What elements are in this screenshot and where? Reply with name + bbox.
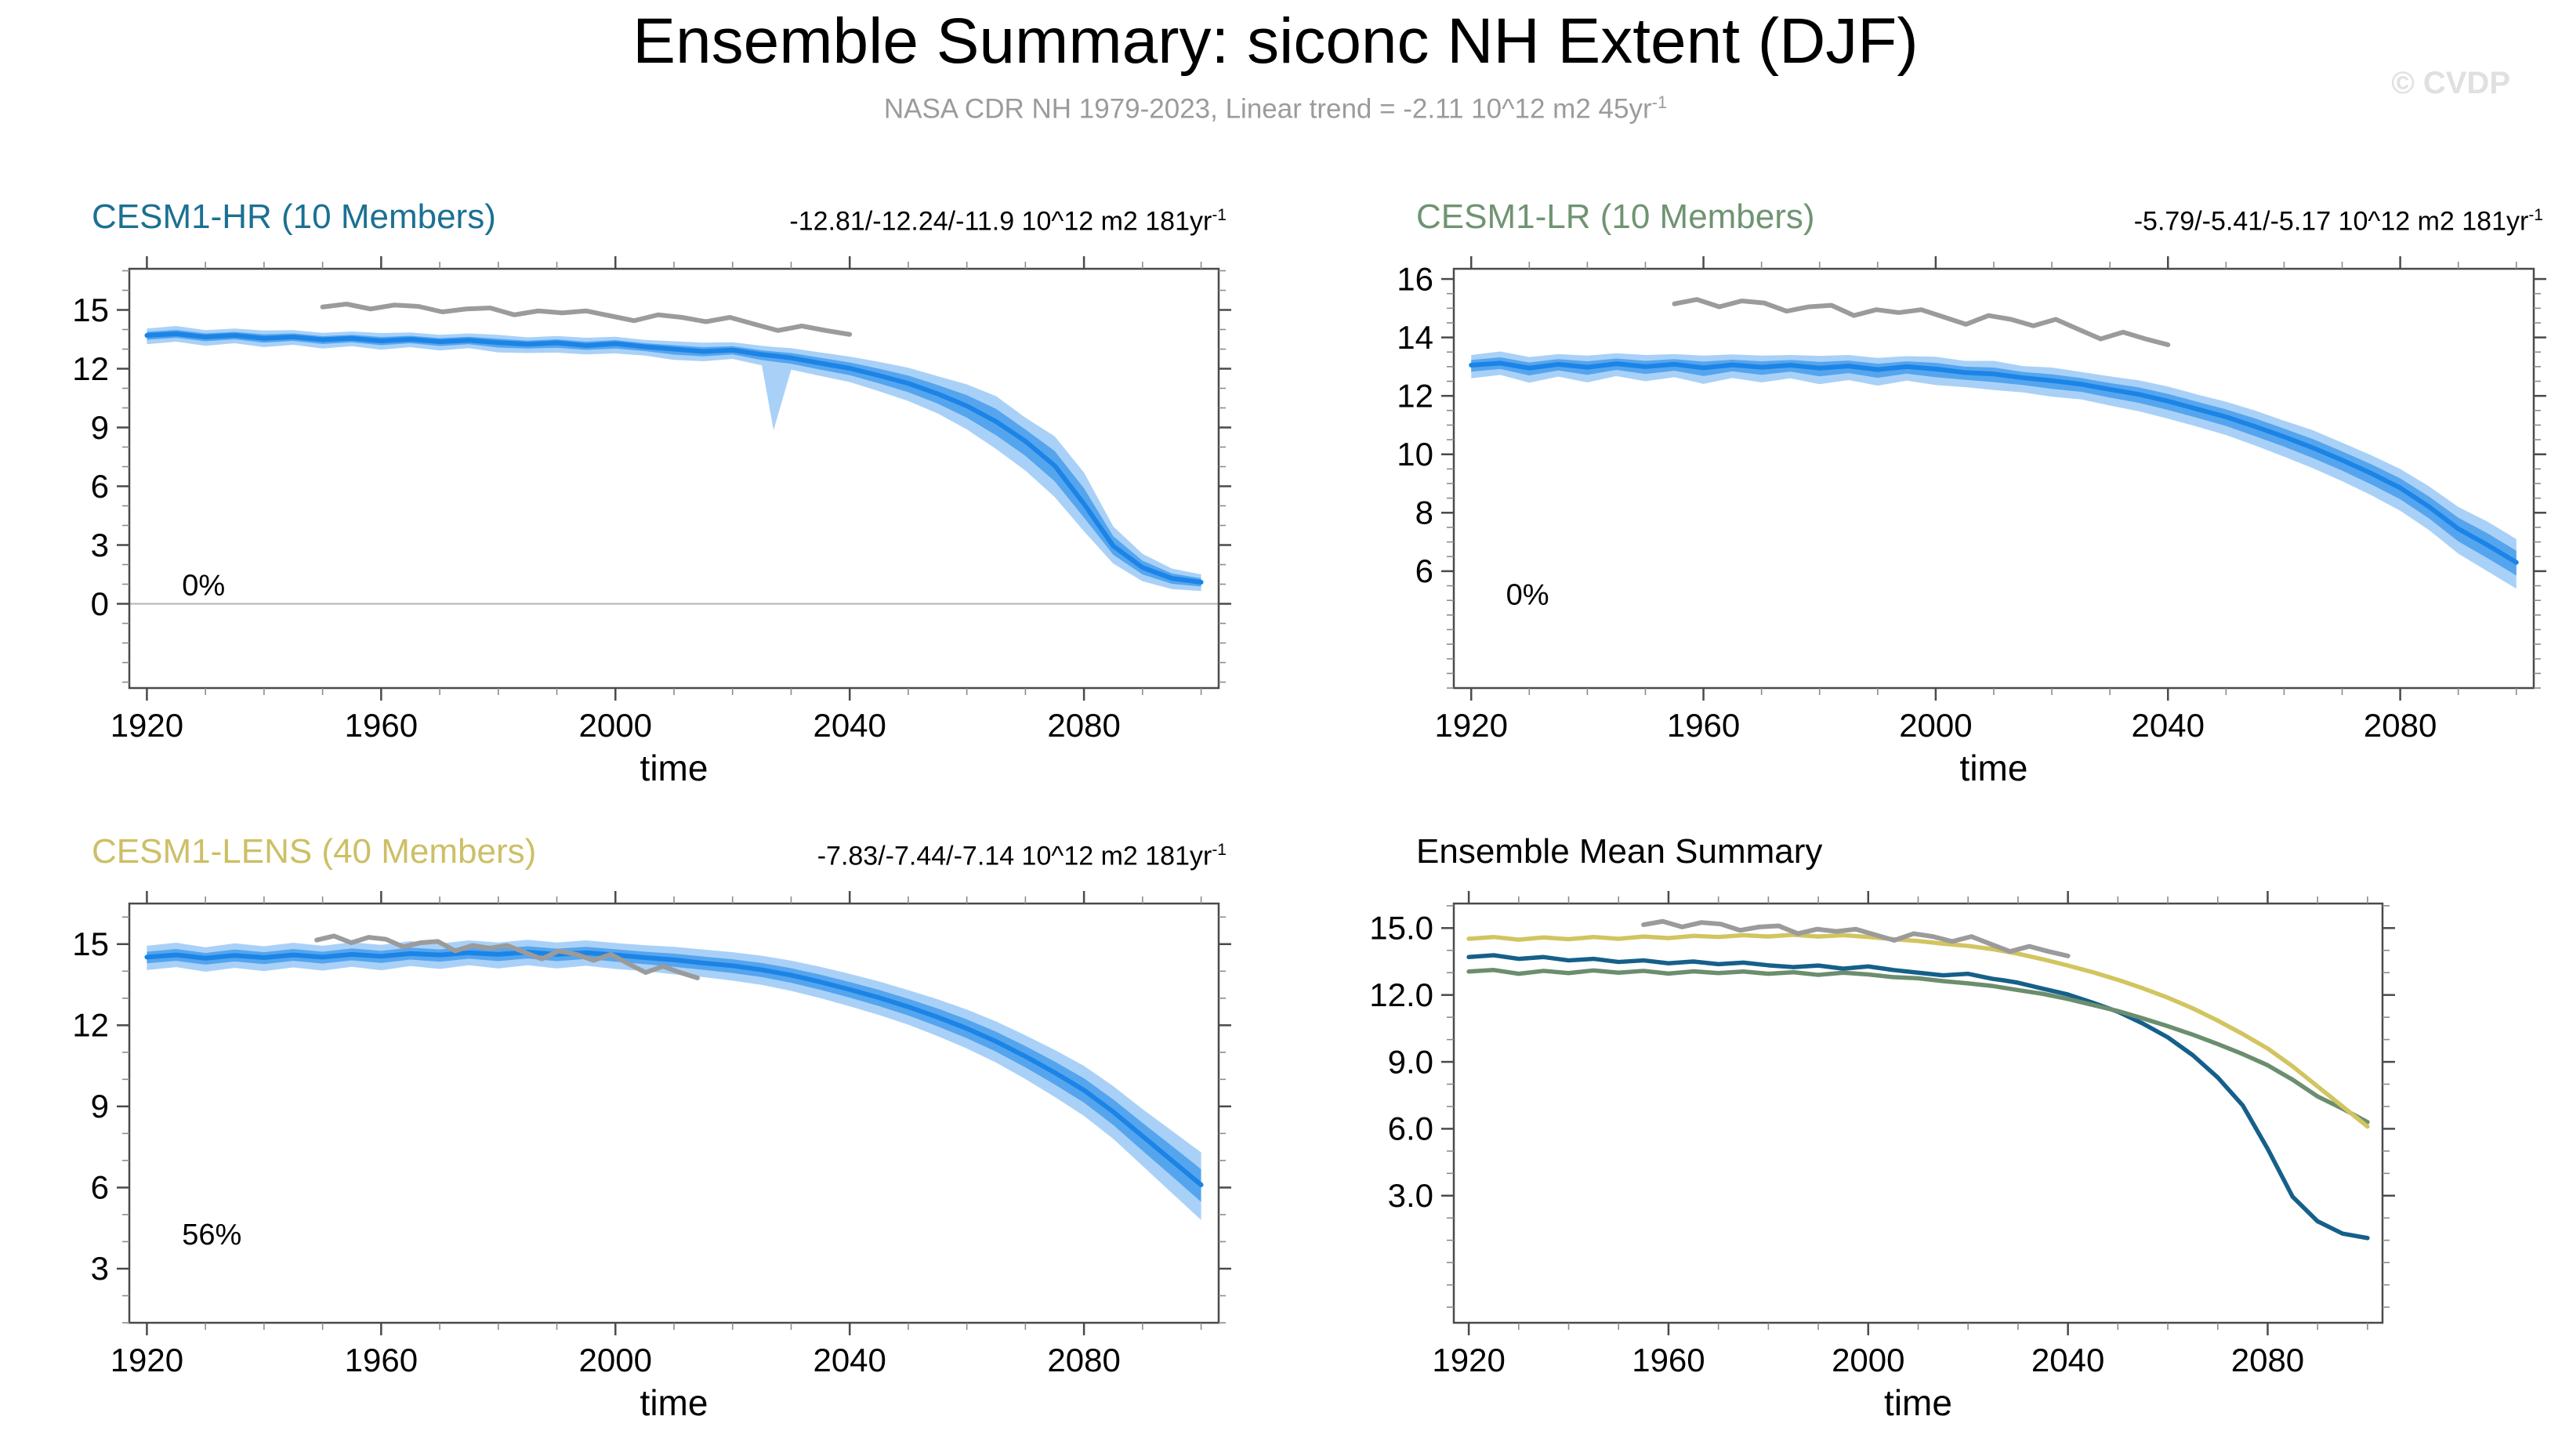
panel-cesm1-lens: CESM1-LENS (40 Members) -7.83/-7.44/-7.1… (43, 823, 1234, 1423)
svg-text:time: time (640, 748, 708, 788)
svg-text:2000: 2000 (1899, 707, 1972, 744)
svg-text:56%: 56% (182, 1219, 241, 1251)
svg-text:12.0: 12.0 (1369, 976, 1433, 1013)
svg-text:15: 15 (72, 925, 109, 962)
svg-text:2040: 2040 (2031, 1342, 2104, 1378)
svg-text:1920: 1920 (1435, 707, 1508, 744)
svg-text:9: 9 (91, 1088, 109, 1125)
svg-text:6.0: 6.0 (1388, 1110, 1433, 1147)
trend-label-cesm1-lens: -7.83/-7.44/-7.14 10^12 m2 181yr-1 (817, 840, 1227, 871)
svg-text:2040: 2040 (813, 707, 886, 744)
svg-text:time: time (1960, 748, 2028, 788)
svg-text:2000: 2000 (1832, 1342, 1904, 1378)
svg-text:16: 16 (1397, 260, 1433, 297)
panel-title-cesm1-lr: CESM1-LR (10 Members) (1416, 197, 1815, 236)
svg-text:time: time (640, 1382, 708, 1423)
svg-text:0%: 0% (182, 569, 225, 602)
svg-text:1920: 1920 (111, 707, 183, 744)
svg-text:3: 3 (91, 527, 109, 563)
subtitle-superscript: -1 (1651, 92, 1668, 112)
svg-text:1960: 1960 (345, 707, 418, 744)
svg-text:1960: 1960 (1632, 1342, 1705, 1378)
svg-text:6: 6 (91, 1169, 109, 1206)
svg-text:10: 10 (1397, 436, 1433, 473)
svg-text:3.0: 3.0 (1388, 1177, 1433, 1214)
page-subtitle: NASA CDR NH 1979-2023, Linear trend = -2… (0, 92, 2551, 125)
svg-text:1920: 1920 (1432, 1342, 1505, 1378)
svg-text:2080: 2080 (1047, 707, 1120, 744)
subtitle-text: NASA CDR NH 1979-2023, Linear trend = -2… (883, 93, 1652, 125)
svg-text:6: 6 (91, 468, 109, 505)
svg-text:3: 3 (91, 1250, 109, 1287)
panel-header-cesm1-hr: CESM1-HR (10 Members) -12.81/-12.24/-11.… (43, 188, 1234, 240)
panel-title-cesm1-lens: CESM1-LENS (40 Members) (92, 832, 537, 871)
svg-text:1920: 1920 (111, 1342, 183, 1378)
svg-text:15.0: 15.0 (1369, 910, 1433, 947)
panel-title-summary: Ensemble Mean Summary (1416, 832, 1823, 871)
svg-text:1960: 1960 (345, 1342, 418, 1378)
svg-text:12: 12 (72, 350, 109, 387)
svg-text:12: 12 (1397, 377, 1433, 414)
svg-text:1960: 1960 (1667, 707, 1740, 744)
panel-cesm1-lr: CESM1-LR (10 Members) -5.79/-5.41/-5.17 … (1368, 188, 2551, 788)
svg-text:15: 15 (72, 292, 109, 328)
trend-label-cesm1-hr: -12.81/-12.24/-11.9 10^12 m2 181yr-1 (789, 205, 1227, 236)
chart-cesm1-hr: 1920 1960 2000 2040 2080 0 3 6 9 12 15 time 0% (72, 256, 1231, 788)
svg-text:14: 14 (1397, 319, 1433, 356)
svg-text:6: 6 (1415, 552, 1433, 589)
panel-title-cesm1-hr: CESM1-HR (10 Members) (92, 197, 496, 236)
panel-cesm1-hr: CESM1-HR (10 Members) -12.81/-12.24/-11.… (43, 188, 1234, 788)
chart-cesm1-lr: 1920 1960 2000 2040 2080 6 8 10 12 14 16 time 0% (1397, 256, 2546, 788)
svg-text:9.0: 9.0 (1388, 1043, 1433, 1080)
trend-label-cesm1-lr: -5.79/-5.41/-5.17 10^12 m2 181yr-1 (2133, 205, 2543, 236)
svg-text:2040: 2040 (813, 1342, 886, 1378)
svg-text:2080: 2080 (2364, 707, 2437, 744)
svg-text:2000: 2000 (579, 707, 652, 744)
svg-text:2080: 2080 (1047, 1342, 1120, 1378)
svg-text:0%: 0% (1506, 579, 1549, 612)
svg-text:12: 12 (72, 1007, 109, 1044)
svg-text:0: 0 (91, 585, 109, 622)
panel-header-summary: Ensemble Mean Summary (1368, 823, 2551, 875)
svg-text:2000: 2000 (579, 1342, 652, 1378)
chart-cesm1-lens: 1920 1960 2000 2040 2080 3 6 9 12 15 time 56% (72, 891, 1231, 1423)
svg-text:2040: 2040 (2132, 707, 2205, 744)
panel-ensemble-mean-summary: Ensemble Mean Summary 1920 1960 2000 2040 20… (1368, 823, 2551, 1423)
cvdp-watermark: © CVDP (2391, 66, 2510, 100)
svg-text:9: 9 (91, 409, 109, 446)
panel-header-cesm1-lens: CESM1-LENS (40 Members) -7.83/-7.44/-7.1… (43, 823, 1234, 875)
chart-ensemble-mean-summary: 1920 1960 2000 2040 2080 3.0 6.0 9.0 12.0 15.0 tim… (1369, 891, 2395, 1423)
svg-text:time: time (1884, 1382, 1952, 1423)
panel-header-cesm1-lr: CESM1-LR (10 Members) -5.79/-5.41/-5.17 … (1368, 188, 2551, 240)
page-title: Ensemble Summary: siconc NH Extent (DJF) (632, 5, 1919, 77)
svg-text:8: 8 (1415, 494, 1433, 531)
svg-text:2080: 2080 (2231, 1342, 2304, 1378)
